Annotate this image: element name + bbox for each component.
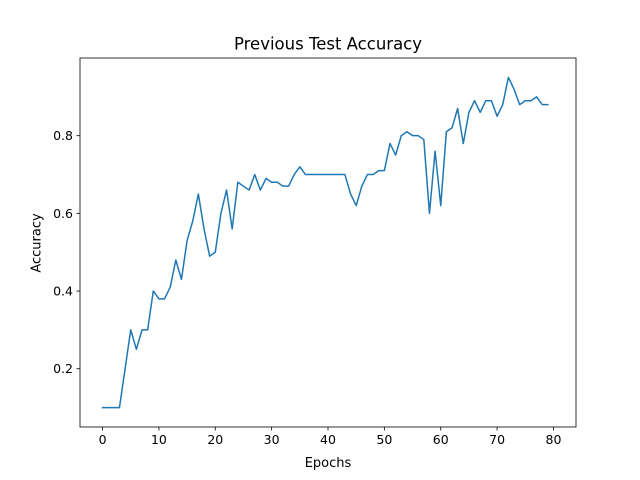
x-tick-label: 70: [489, 432, 505, 447]
x-tick-label: 20: [207, 432, 223, 447]
y-tick-label: 0.8: [53, 128, 73, 143]
x-axis-label: Epochs: [305, 456, 352, 471]
x-tick-label: 10: [151, 432, 167, 447]
y-tick-label: 0.4: [53, 284, 73, 299]
x-tick-label: 60: [433, 432, 449, 447]
x-tick-label: 30: [264, 432, 280, 447]
x-tick-label: 80: [546, 432, 562, 447]
x-tick-label: 0: [99, 432, 107, 447]
y-tick-label: 0.6: [53, 206, 73, 221]
y-axis-label: Accuracy: [30, 213, 45, 273]
plot-area: 0 10 20 30 40 50 60 70 80 0.2 0.4 0.6 0.8: [53, 57, 577, 447]
x-tick-label: 40: [320, 432, 336, 447]
series-line-0: [101, 76, 549, 409]
x-tick-label: 50: [376, 432, 392, 447]
chart-title: Previous Test Accuracy: [234, 35, 422, 54]
y-tick-label: 0.2: [53, 361, 73, 376]
